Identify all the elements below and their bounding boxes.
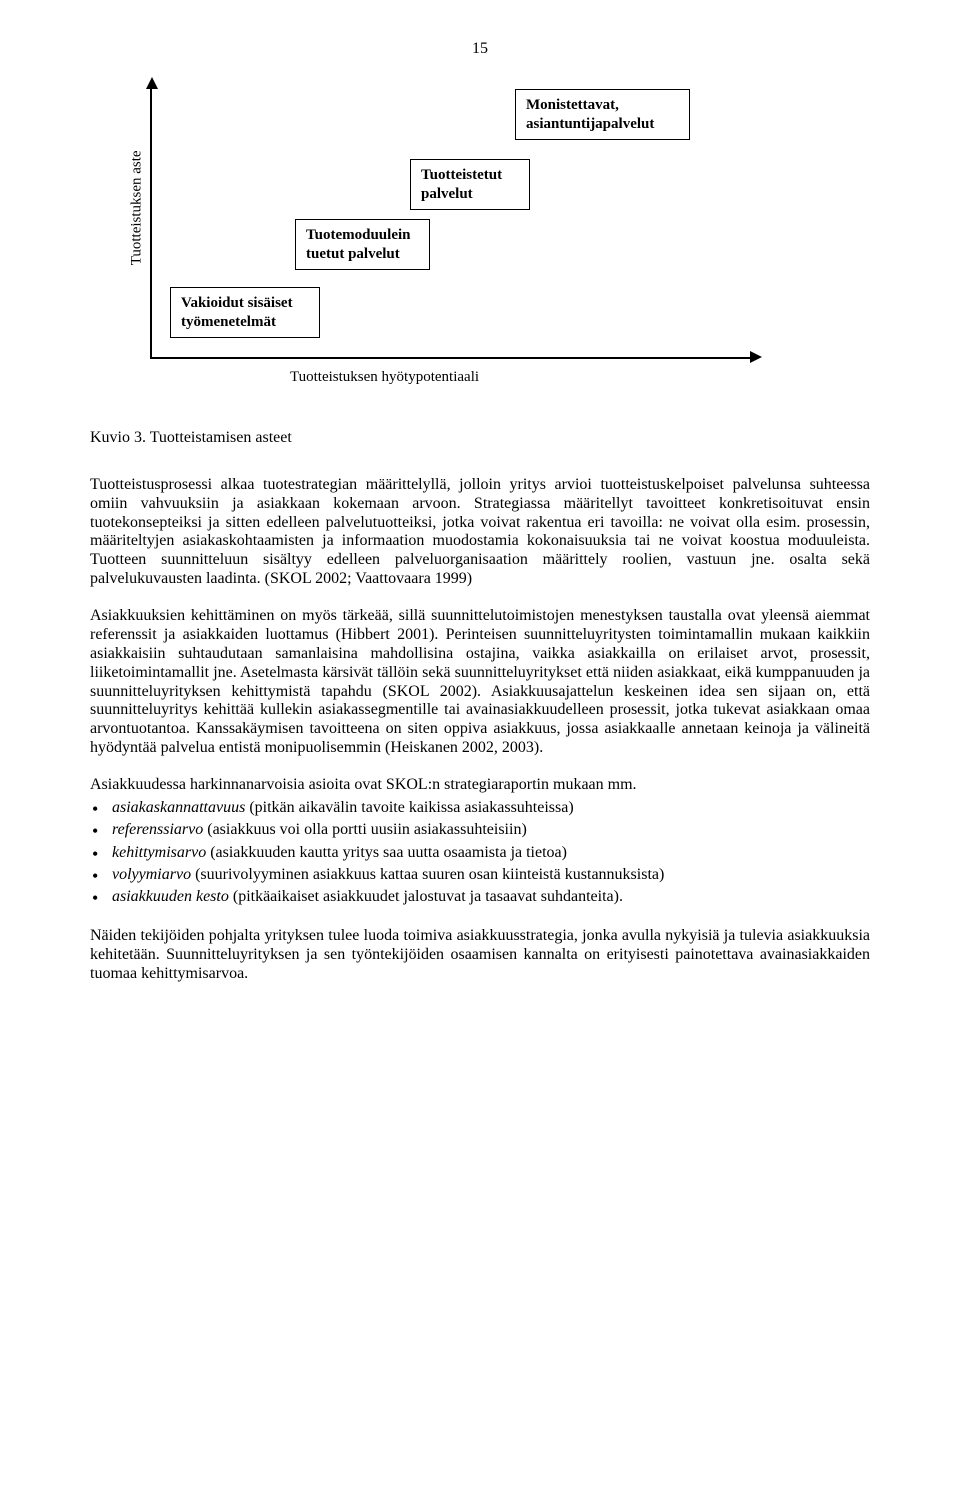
paragraph-2: Asiakkuuksien kehittäminen on myös tärke… (90, 607, 870, 758)
box-text: Tuotemoduulein (306, 227, 410, 243)
box-text: Tuotteistetut (421, 167, 502, 183)
diagram-box-3: Tuotteistetut palvelut (410, 159, 530, 211)
box-text: palvelut (421, 186, 473, 202)
paragraph-4: Näiden tekijöiden pohjalta yrityksen tul… (90, 927, 870, 984)
box-text: tuetut palvelut (306, 246, 400, 262)
bullet-rest: (pitkän aikavälin tavoite kaikissa asiak… (245, 799, 573, 816)
arrow-right-icon (750, 351, 762, 363)
diagram-box-1: Vakioidut sisäiset työmenetelmät (170, 287, 320, 339)
list-item: asiakaskannattavuus (pitkän aikavälin ta… (90, 797, 870, 819)
box-text: Vakioidut sisäiset (181, 295, 293, 311)
bullet-term: volyymiarvo (112, 866, 191, 883)
bullet-rest: (suurivolyyminen asiakkuus kattaa suuren… (191, 866, 664, 883)
diagram-box-2: Tuotemoduulein tuetut palvelut (295, 219, 430, 271)
arrow-up-icon (146, 77, 158, 89)
bullet-list: asiakaskannattavuus (pitkän aikavälin ta… (90, 797, 870, 909)
caption-label: Kuvio 3. (90, 429, 146, 446)
box-text: työmenetelmät (181, 314, 276, 330)
figure-caption: Kuvio 3. Tuotteistamisen asteet (90, 429, 870, 448)
bullet-rest: (asiakkuus voi olla portti uusiin asiaka… (203, 821, 527, 838)
paragraph-1: Tuotteistusprosessi alkaa tuotestrategia… (90, 476, 870, 589)
box-text: asiantuntijapalvelut (526, 116, 654, 132)
bullet-term: referenssiarvo (112, 821, 203, 838)
bullet-term: kehittymisarvo (112, 844, 206, 861)
list-item: asiakkuuden kesto (pitkäaikaiset asiakku… (90, 886, 870, 908)
bullet-term: asiakaskannattavuus (112, 799, 245, 816)
y-axis-label: Tuotteistuksen aste (129, 150, 147, 265)
list-item: kehittymisarvo (asiakkuuden kautta yrity… (90, 842, 870, 864)
bullet-rest: (asiakkuuden kautta yritys saa uutta osa… (206, 844, 567, 861)
list-item: volyymiarvo (suurivolyyminen asiakkuus k… (90, 864, 870, 886)
box-text: Monistettavat, (526, 97, 619, 113)
page-number: 15 (90, 40, 870, 59)
list-item: referenssiarvo (asiakkuus voi olla portt… (90, 819, 870, 841)
bullet-rest: (pitkäaikaiset asiakkuudet jalostuvat ja… (229, 888, 623, 905)
productization-diagram: Tuotteistuksen aste Vakioidut sisäiset t… (90, 89, 870, 409)
diagram-box-4: Monistettavat, asiantuntijapalvelut (515, 89, 690, 141)
x-axis-label: Tuotteistuksen hyötypotentiaali (290, 369, 479, 387)
paragraph-3-intro: Asiakkuudessa harkinnanarvoisia asioita … (90, 776, 870, 795)
bullet-term: asiakkuuden kesto (112, 888, 229, 905)
caption-text: Tuotteistamisen asteet (150, 429, 292, 446)
